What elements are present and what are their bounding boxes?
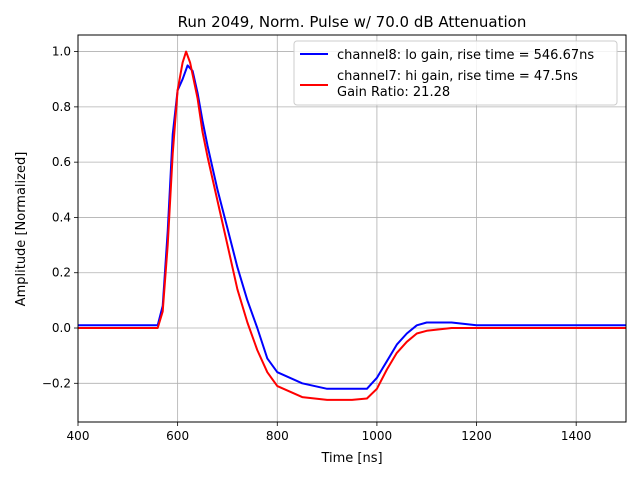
- y-tick-label: −0.2: [42, 376, 71, 390]
- x-axis-label: Time [ns]: [320, 451, 382, 466]
- series-line-channel8: [78, 64, 626, 390]
- legend-label-channel8: channel8: lo gain, rise time = 546.67ns: [337, 48, 594, 63]
- y-tick-label: 0.8: [52, 100, 71, 114]
- y-axis-ticks: −0.2 0.0 0.2 0.4 0.6 0.8 1.0: [42, 45, 78, 390]
- x-tick-label: 600: [166, 429, 189, 443]
- plot-frame: [77, 34, 627, 423]
- legend-label-gain-ratio: Gain Ratio: 21.28: [337, 85, 450, 100]
- x-tick-label: 800: [266, 429, 289, 443]
- series-lines: [78, 50, 626, 401]
- legend: channel8: lo gain, rise time = 546.67ns …: [293, 40, 618, 106]
- y-tick-label: 0.4: [52, 210, 71, 224]
- grid: [77, 35, 626, 422]
- legend-label-channel7: channel7: hi gain, rise time = 47.5ns: [337, 69, 578, 84]
- y-tick-label: 0.2: [52, 266, 71, 280]
- y-tick-label: 0.0: [52, 321, 71, 335]
- series-line-channel7: [78, 50, 626, 401]
- x-tick-label: 1000: [362, 429, 393, 443]
- legend-box: [293, 40, 618, 106]
- x-tick-label: 400: [67, 429, 90, 443]
- x-axis-ticks: 400 600 800 1000 1200 1400: [67, 422, 592, 443]
- y-tick-label: 0.6: [52, 155, 71, 169]
- x-tick-label: 1400: [561, 429, 592, 443]
- x-tick-label: 1200: [461, 429, 492, 443]
- chart-title: Run 2049, Norm. Pulse w/ 70.0 dB Attenua…: [178, 13, 527, 31]
- y-axis-label: Amplitude [Normalized]: [14, 152, 29, 307]
- y-tick-label: 1.0: [52, 45, 71, 59]
